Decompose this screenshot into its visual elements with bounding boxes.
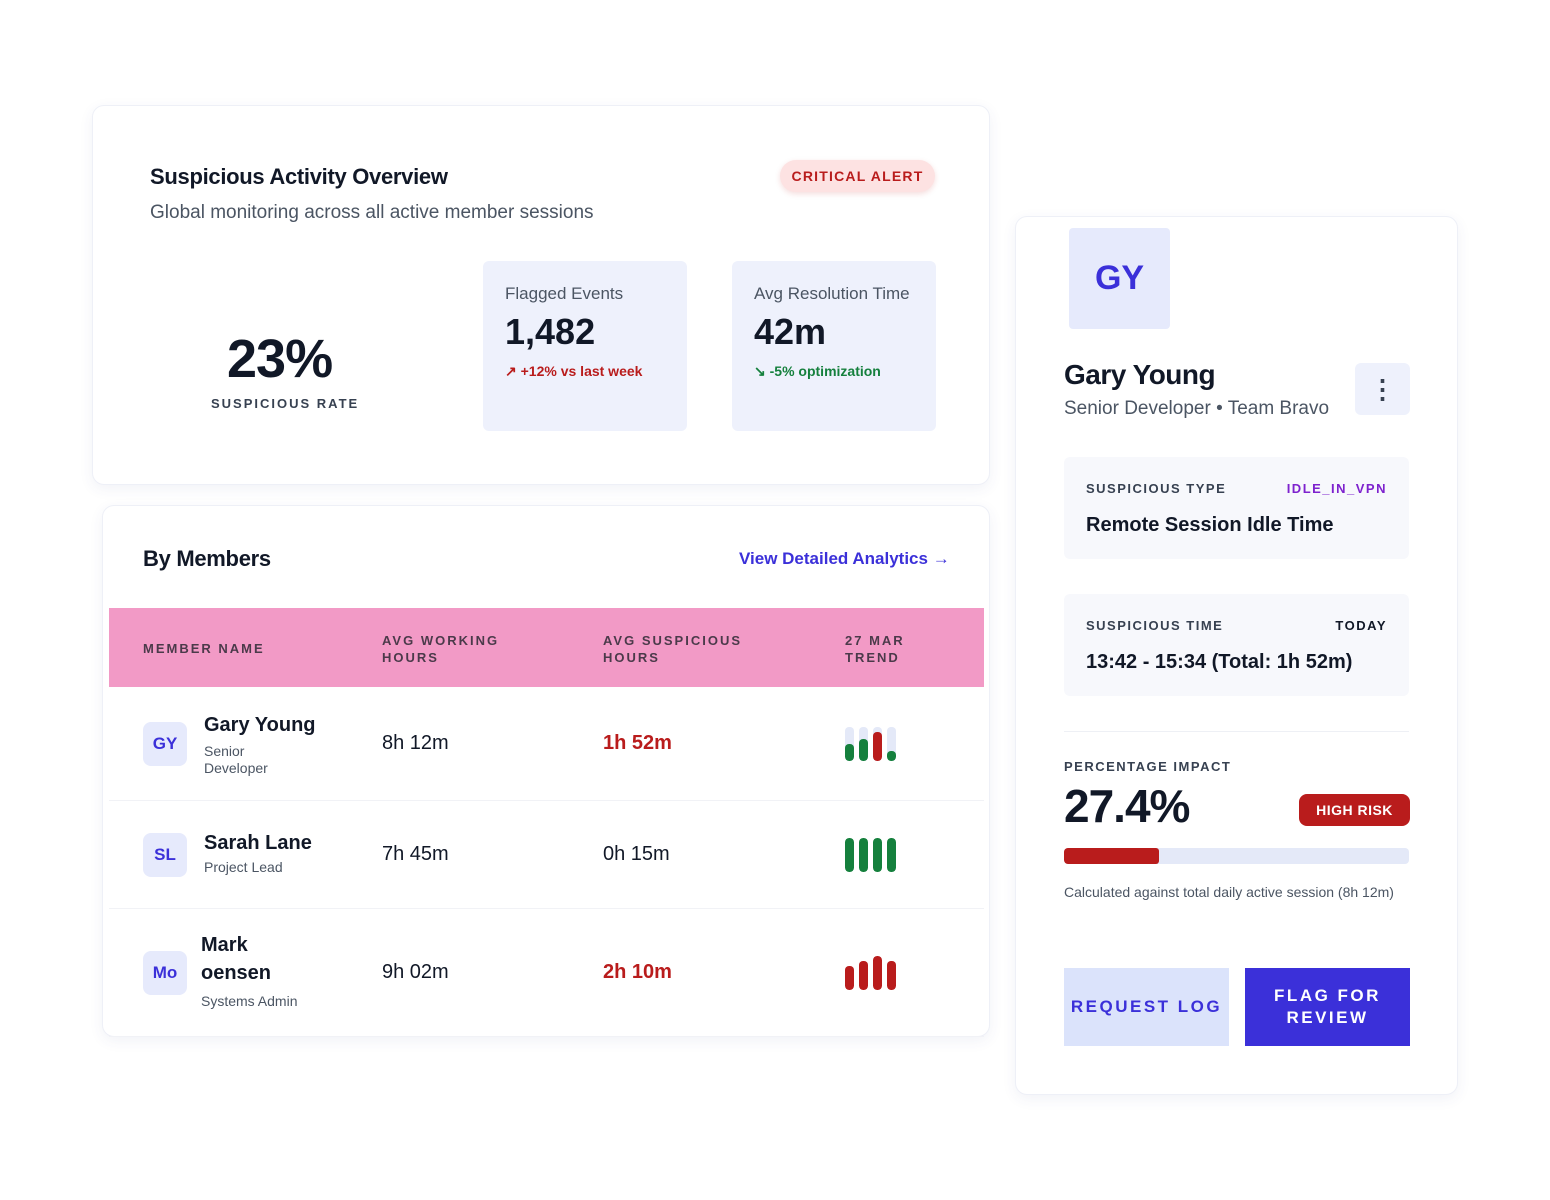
avg-working-hours: 8h 12m [382, 732, 449, 754]
table-row[interactable]: Mo Mark oensen Systems Admin 9h 02m 2h 1… [109, 909, 984, 1037]
trend-bar [859, 956, 868, 990]
stat-value: 42m [754, 311, 827, 352]
flag-for-review-button[interactable]: FLAG FOR REVIEW [1245, 968, 1410, 1046]
trend-bar [845, 838, 854, 872]
members-card: By Members View Detailed Analytics → MEM… [102, 505, 990, 1037]
trend-bar [845, 727, 854, 761]
suspicious-type-panel: SUSPICIOUS TYPE IDLE_IN_VPN Remote Sessio… [1064, 457, 1409, 559]
trend-bar [887, 956, 896, 990]
suspicious-rate-label: SUSPICIOUS RATE [211, 396, 360, 411]
type-label: SUSPICIOUS TYPE [1086, 481, 1227, 496]
time-tag: TODAY [1335, 618, 1387, 633]
critical-alert-badge: CRITICAL ALERT [780, 160, 935, 192]
trend-bar [845, 956, 854, 990]
trend-bar [873, 838, 882, 872]
divider [1064, 731, 1409, 732]
overview-card: Suspicious Activity Overview Global moni… [92, 105, 990, 485]
stat-flagged-events: Flagged Events 1,482 ↗ +12% vs last week [483, 261, 687, 431]
more-options-icon[interactable]: ⋮ [1355, 363, 1410, 415]
member-role: Project Lead [204, 859, 283, 875]
members-title: By Members [143, 546, 271, 571]
overview-subtitle: Global monitoring across all active memb… [150, 202, 594, 223]
impact-value: 27.4% [1064, 780, 1190, 832]
trend-bar [873, 956, 882, 990]
column-trend: 27 MAR TREND [845, 633, 905, 665]
avg-working-hours: 9h 02m [382, 961, 449, 983]
type-value: Remote Session Idle Time [1086, 514, 1334, 536]
view-analytics-link[interactable]: View Detailed Analytics → [739, 549, 950, 568]
impact-label: PERCENTAGE IMPACT [1064, 759, 1232, 774]
stat-label: Avg Resolution Time [754, 284, 910, 303]
trending-up-icon: ↗ [505, 363, 517, 379]
member-avatar: GY [143, 722, 187, 766]
member-detail-card: GY Gary Young Senior Developer • Team Br… [1015, 216, 1458, 1095]
table-row[interactable]: GY Gary Young Senior Developer 8h 12m 1h… [109, 687, 984, 801]
high-risk-badge: HIGH RISK [1299, 794, 1410, 826]
table-row[interactable]: SL Sarah Lane Project Lead 7h 45m 0h 15m [109, 801, 984, 909]
member-avatar: SL [143, 833, 187, 877]
trending-down-icon: ↘ [754, 363, 766, 379]
stat-avg-resolution: Avg Resolution Time 42m ↘ -5% optimizati… [732, 261, 936, 431]
trend-sparkline [845, 956, 896, 990]
stat-trend: -5% optimization [769, 363, 881, 379]
trend-bar [873, 727, 882, 761]
trend-sparkline [845, 838, 896, 872]
trend-bar [859, 838, 868, 872]
request-log-button[interactable]: REQUEST LOG [1064, 968, 1229, 1046]
trend-sparkline [845, 727, 896, 761]
overview-title: Suspicious Activity Overview [150, 164, 448, 189]
column-avg-working: AVG WORKING HOURS [382, 633, 500, 665]
column-avg-suspicious: AVG SUSPICIOUS HOURS [603, 633, 743, 665]
suspicious-rate-value: 23% [227, 329, 333, 389]
trend-bar [887, 727, 896, 761]
member-name: Gary Young [204, 714, 316, 736]
avg-working-hours: 7h 45m [382, 843, 449, 865]
detail-avatar: GY [1069, 228, 1170, 329]
impact-progress-bar [1064, 848, 1409, 864]
impact-progress-fill [1064, 848, 1159, 864]
detail-name: Gary Young [1064, 359, 1216, 390]
type-code: IDLE_IN_VPN [1286, 481, 1387, 496]
impact-note: Calculated against total daily active se… [1064, 884, 1394, 900]
member-role: Senior Developer [204, 743, 268, 776]
detail-role: Senior Developer [1064, 398, 1211, 419]
table-header: MEMBER NAME AVG WORKING HOURS AVG SUSPIC… [109, 608, 984, 687]
avg-suspicious-hours: 1h 52m [603, 732, 672, 754]
member-name: Mark oensen [201, 934, 272, 984]
detail-team: Team Bravo [1227, 398, 1330, 419]
time-value: 13:42 - 15:34 (Total: 1h 52m) [1086, 651, 1353, 673]
time-label: SUSPICIOUS TIME [1086, 618, 1224, 633]
stat-value: 1,482 [505, 311, 596, 352]
stat-label: Flagged Events [505, 284, 624, 303]
member-role: Systems Admin [201, 993, 298, 1009]
trend-bar [887, 838, 896, 872]
avg-suspicious-hours: 2h 10m [603, 961, 672, 983]
member-avatar: Mo [143, 951, 187, 995]
member-name: Sarah Lane [204, 832, 312, 854]
suspicious-time-panel: SUSPICIOUS TIME TODAY 13:42 - 15:34 (Tota… [1064, 594, 1409, 696]
column-member-name: MEMBER NAME [143, 641, 265, 656]
avg-suspicious-hours: 0h 15m [603, 843, 670, 865]
trend-bar [859, 727, 868, 761]
stat-trend: +12% vs last week [520, 363, 643, 379]
